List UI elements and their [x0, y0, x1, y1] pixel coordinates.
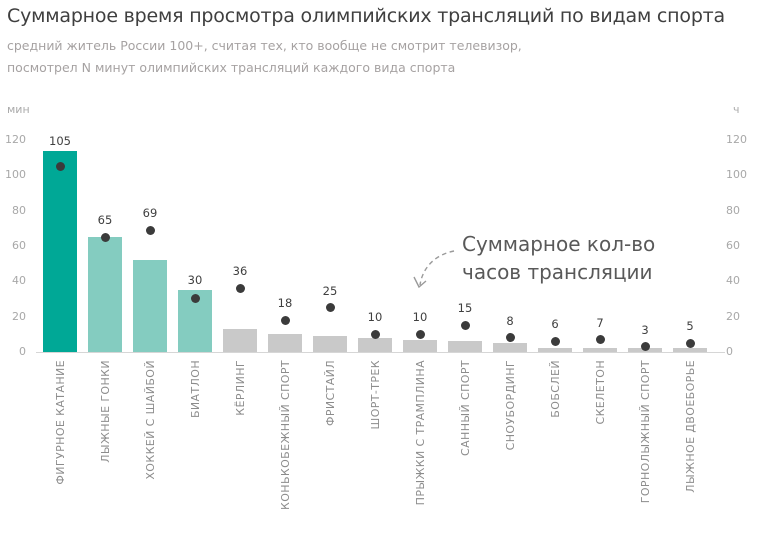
bar-14 — [673, 348, 707, 352]
data-label-4: 36 — [232, 264, 248, 279]
category-label-6: ФРИСТАЙЛ — [323, 360, 337, 426]
category-label-3: БИАТЛОН — [188, 360, 202, 419]
data-label-0: 105 — [49, 133, 71, 148]
data-label-2: 69 — [142, 206, 158, 221]
category-label-wrap-4: КЁРЛИНГ — [231, 360, 249, 416]
data-label-11: 6 — [551, 317, 559, 332]
chart-subtitle-line1: средний житель России 100+, считая тех, … — [7, 38, 522, 53]
left-axis-tick-label: 60 — [12, 238, 26, 252]
data-label-14: 5 — [686, 319, 694, 334]
left-axis-tick-label: 100 — [5, 168, 26, 182]
category-label-wrap-2: ХОККЕЙ С ШАЙБОЙ — [141, 360, 159, 480]
dots-annotation-line2: часов трансляции — [462, 260, 653, 284]
right-axis-tick-label: 80 — [726, 203, 740, 217]
right-axis-tick-label: 120 — [726, 132, 747, 146]
category-label-wrap-8: ПРЫЖКИ С ТРАМПЛИНА — [411, 360, 429, 505]
bar-10 — [493, 343, 527, 352]
category-label-1: ЛЫЖНЫЕ ГОНКИ — [98, 360, 112, 463]
dot-7 — [370, 329, 380, 339]
chart-subtitle-line2: посмотрел N минут олимпийских трансляций… — [7, 60, 456, 75]
dot-4 — [235, 283, 245, 293]
bar-12 — [583, 348, 617, 352]
bar-9 — [448, 341, 482, 352]
category-label-wrap-14: ЛЫЖНОЕ ДВОЕБОРЬЕ — [681, 360, 699, 493]
left-axis-tick-label: 120 — [5, 132, 26, 146]
category-label-12: СКЕЛЕТОН — [593, 360, 607, 425]
data-label-13: 3 — [641, 322, 649, 337]
bar-6 — [313, 336, 347, 352]
bar-7 — [358, 337, 392, 352]
data-label-7: 10 — [367, 310, 383, 325]
left-axis-tick-label: 0 — [19, 345, 26, 358]
bar-2 — [133, 260, 167, 352]
category-label-5: КОНЬКОБЕЖНЫЙ СПОРТ — [278, 360, 292, 510]
left-axis-tick-label: 40 — [12, 274, 26, 288]
bar-5 — [268, 334, 302, 352]
dot-12 — [595, 335, 605, 345]
right-axis-tick-label: 60 — [726, 238, 740, 252]
category-label-wrap-1: ЛЫЖНЫЕ ГОНКИ — [96, 360, 114, 463]
dot-6 — [325, 303, 335, 313]
data-label-5: 18 — [277, 296, 293, 311]
right-axis-unit: ч — [733, 103, 740, 116]
bar-8 — [403, 339, 437, 352]
dot-9 — [460, 320, 470, 330]
data-label-10: 8 — [506, 313, 514, 328]
category-label-0: ФИГУРНОЕ КАТАНИЕ — [53, 360, 67, 485]
chart-title: Суммарное время просмотра олимпийских тр… — [7, 5, 725, 27]
right-axis-tick-label: 0 — [726, 345, 733, 358]
category-label-9: САННЫЙ СПОРТ — [458, 360, 472, 456]
category-label-wrap-0: ФИГУРНОЕ КАТАНИЕ — [51, 360, 69, 485]
dot-8 — [415, 329, 425, 339]
annotation-arrow-icon — [413, 250, 455, 289]
right-axis-tick-label: 20 — [726, 309, 740, 323]
dots-annotation-line1: Суммарное кол-во — [462, 232, 656, 256]
dot-0 — [55, 161, 65, 171]
category-label-7: ШОРТ-ТРЕК — [368, 360, 382, 430]
data-label-9: 15 — [457, 301, 473, 316]
right-axis-tick-label: 40 — [726, 274, 740, 288]
left-axis-tick-label: 80 — [12, 203, 26, 217]
dot-10 — [505, 333, 515, 343]
dot-14 — [685, 338, 695, 348]
x-axis-line — [36, 352, 725, 353]
category-label-wrap-9: САННЫЙ СПОРТ — [456, 360, 474, 456]
dot-5 — [280, 315, 290, 325]
category-label-wrap-12: СКЕЛЕТОН — [591, 360, 609, 425]
category-label-wrap-6: ФРИСТАЙЛ — [321, 360, 339, 426]
category-label-wrap-3: БИАТЛОН — [186, 360, 204, 418]
category-label-13: ГОРНОЛЫЖНЫЙ СПОРТ — [638, 360, 652, 504]
bar-0 — [43, 150, 77, 352]
bar-11 — [538, 348, 572, 352]
category-label-wrap-5: КОНЬКОБЕЖНЫЙ СПОРТ — [276, 360, 294, 510]
bar-1 — [88, 237, 122, 352]
left-axis-tick-label: 20 — [12, 309, 26, 323]
category-label-8: ПРЫЖКИ С ТРАМПЛИНА — [413, 360, 427, 506]
category-label-wrap-11: БОБСЛЕЙ — [546, 360, 564, 418]
data-label-8: 10 — [412, 310, 428, 325]
category-label-14: ЛЫЖНОЕ ДВОЕБОРЬЕ — [683, 360, 697, 493]
category-label-2: ХОККЕЙ С ШАЙБОЙ — [143, 360, 157, 480]
data-label-3: 30 — [187, 273, 203, 288]
dot-2 — [145, 225, 155, 235]
dot-1 — [100, 232, 110, 242]
data-label-1: 65 — [97, 213, 113, 228]
dot-13 — [640, 342, 650, 352]
category-label-wrap-7: ШОРТ-ТРЕК — [366, 360, 384, 429]
left-axis-unit: мин — [7, 103, 30, 116]
category-label-4: КЁРЛИНГ — [233, 360, 247, 416]
category-label-10: СНОУБОРДИНГ — [503, 360, 517, 451]
data-label-6: 25 — [322, 283, 338, 298]
data-label-12: 7 — [596, 315, 604, 330]
bar-4 — [223, 329, 257, 352]
dots-annotation: Суммарное кол-во часов трансляции — [462, 230, 655, 286]
category-label-wrap-10: СНОУБОРДИНГ — [501, 360, 519, 450]
category-label-11: БОБСЛЕЙ — [548, 360, 562, 418]
dot-11 — [550, 336, 560, 346]
right-axis-tick-label: 100 — [726, 168, 747, 182]
dot-3 — [190, 294, 200, 304]
category-label-wrap-13: ГОРНОЛЫЖНЫЙ СПОРТ — [636, 360, 654, 503]
